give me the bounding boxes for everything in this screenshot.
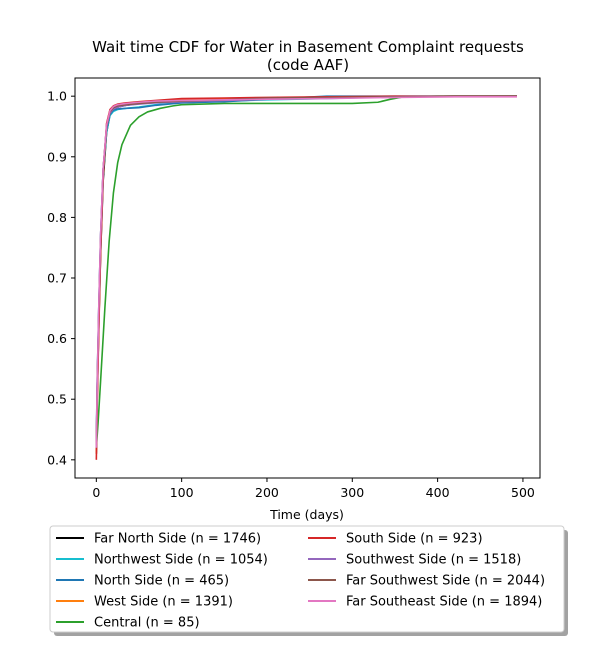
legend-entry: Southwest Side (n = 1518) (346, 553, 521, 568)
y-tick-label: 0.9 (47, 149, 67, 164)
x-tick-label: 0 (92, 485, 100, 500)
x-tick-label: 200 (255, 485, 279, 500)
legend-items: Far North Side (n = 1746) Northwest Side … (56, 532, 545, 631)
series-line-4 (95, 95, 517, 454)
series-line-5 (95, 95, 517, 448)
y-tick-label: 0.7 (47, 271, 67, 286)
y-tick-label: 1.0 (47, 89, 67, 104)
y-tick-label: 0.8 (47, 210, 67, 225)
axes-frame (74, 77, 541, 479)
x-axis-ticks: 0 100 200 300 400 500 (92, 478, 535, 500)
series-line-2 (95, 95, 517, 448)
legend-entry: Far Southwest Side (n = 2044) (346, 574, 545, 589)
series-line-3 (95, 95, 517, 442)
series-line-6 (95, 95, 517, 460)
x-tick-label: 500 (511, 485, 535, 500)
legend: Far North Side (n = 1746) Northwest Side … (49, 525, 568, 636)
legend-entry: West Side (n = 1391) (94, 595, 233, 610)
x-tick-label: 400 (426, 485, 450, 500)
legend-entry: North Side (n = 465) (94, 574, 229, 589)
series-line-7 (95, 95, 517, 442)
series-line-1 (95, 95, 517, 454)
legend-entry: Northwest Side (n = 1054) (94, 553, 268, 568)
legend-box (49, 525, 565, 633)
legend-entry: Central (n = 85) (94, 616, 200, 631)
x-tick-label: 300 (340, 485, 364, 500)
y-tick-label: 0.5 (47, 392, 67, 407)
x-axis-label: Time (days) (269, 507, 344, 522)
x-tick-label: 100 (170, 485, 194, 500)
series-line-9 (95, 95, 517, 448)
y-tick-label: 0.4 (47, 452, 67, 467)
legend-entry: Far North Side (n = 1746) (94, 532, 261, 547)
plot-lines (95, 95, 517, 460)
chart-subtitle: (code AAF) (267, 56, 349, 74)
chart-title: Wait time CDF for Water in Basement Comp… (92, 38, 524, 56)
series-line-8 (95, 95, 517, 448)
legend-entry: Far Southeast Side (n = 1894) (346, 595, 542, 610)
legend-entry: South Side (n = 923) (346, 532, 483, 547)
y-tick-label: 0.6 (47, 331, 67, 346)
y-axis-ticks: 0.4 0.5 0.6 0.7 0.8 0.9 1.0 (47, 89, 75, 467)
